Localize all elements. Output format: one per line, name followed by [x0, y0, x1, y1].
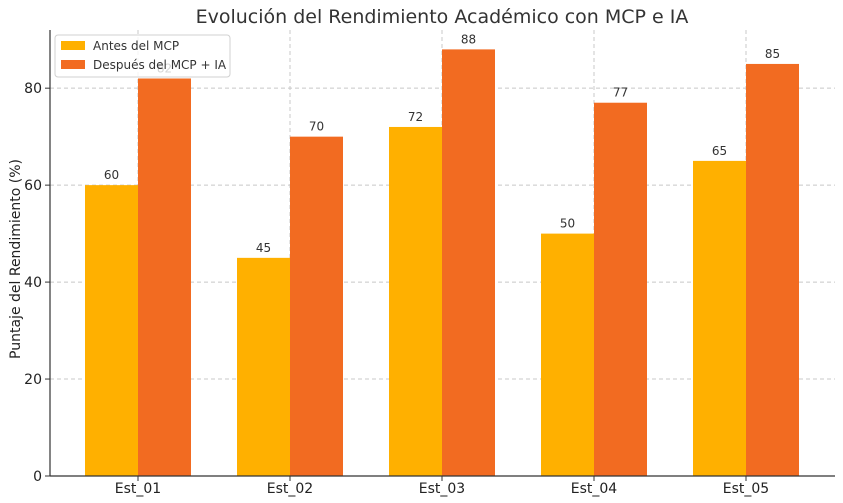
axes	[45, 30, 835, 481]
bar-value-label: 85	[765, 47, 780, 61]
bar-despues-est_02	[290, 136, 343, 477]
x-tick-label: Est_04	[571, 481, 618, 497]
bar-despues-est_03	[442, 49, 495, 477]
y-tick-label: 40	[24, 275, 42, 291]
bar-antes-est_04	[541, 233, 594, 476]
bar-antes-est_02	[237, 257, 290, 476]
bar-value-label: 60	[104, 168, 119, 182]
bar-despues-est_04	[594, 102, 647, 476]
x-tick-label: Est_01	[115, 481, 161, 497]
x-tick-label: Est_03	[419, 481, 465, 497]
x-tick-label: Est_05	[723, 481, 769, 497]
bar-value-label: 70	[309, 120, 324, 134]
bar-antes-est_01	[85, 185, 138, 476]
tick-labels: 0 20 40 60 80 Est_01 Est_02 Est_03 Est_04 Est_05	[24, 81, 769, 497]
legend-swatch	[61, 60, 85, 69]
legend-label: Después del MCP + IA	[93, 58, 227, 72]
bar-value-label: 45	[256, 241, 271, 255]
bar-value-label: 65	[712, 144, 727, 158]
y-tick-label: 20	[24, 372, 42, 388]
bar-antes-est_05	[693, 160, 746, 477]
bar-value-label: 88	[461, 32, 476, 46]
chart-title: Evolución del Rendimiento Académico con …	[196, 6, 689, 28]
legend-swatch	[61, 41, 85, 50]
bars	[85, 49, 799, 477]
bar-value-label: 72	[408, 110, 423, 124]
y-tick-label: 0	[33, 469, 42, 485]
bar-value-label: 50	[560, 217, 575, 231]
bar-antes-est_03	[389, 126, 442, 477]
y-axis-label: Puntaje del Rendimiento (%)	[8, 159, 24, 359]
y-tick-label: 60	[24, 178, 42, 194]
bar-despues-est_01	[138, 78, 191, 476]
bar-despues-est_05	[746, 63, 799, 476]
x-tick-label: Est_02	[267, 481, 313, 497]
legend: Antes del MCP Después del MCP + IA	[54, 34, 231, 78]
y-tick-label: 80	[24, 81, 42, 97]
legend-label: Antes del MCP	[93, 39, 179, 53]
bar-value-label: 77	[613, 86, 628, 100]
legend-box	[54, 34, 231, 78]
